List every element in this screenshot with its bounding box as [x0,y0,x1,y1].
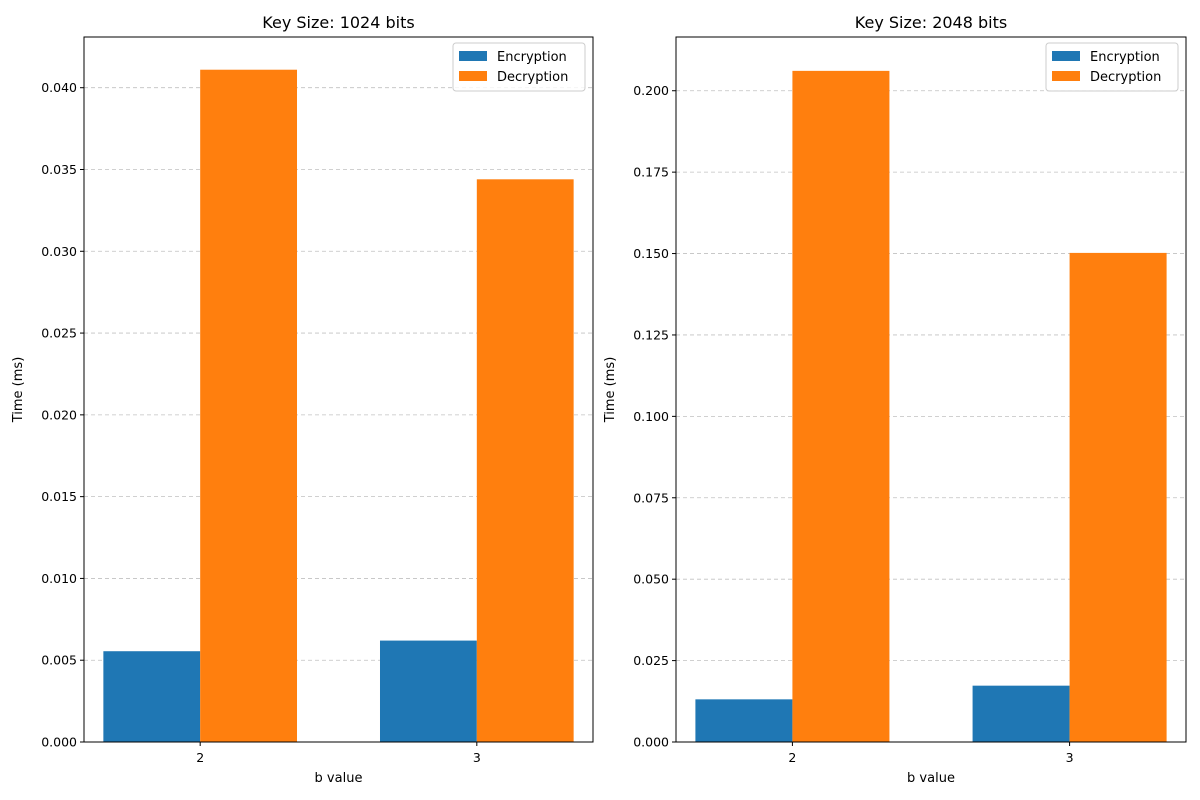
y-tick-label: 0.200 [633,83,669,98]
y-tick-label: 0.025 [633,653,669,668]
x-tick-label: 3 [1066,750,1074,765]
bar-decryption-b3 [1069,252,1167,743]
subplot-2: 0.000 0.025 0.050 0.075 0.100 0.125 0.150 0.175… [603,13,1187,786]
x-tick-label: 3 [473,750,481,765]
y-tick-label: 0.020 [41,407,77,422]
legend: Encryption Decryption [1045,42,1179,92]
y-tick-label: 0.040 [41,80,77,95]
bar-encryption-b2 [695,699,793,742]
bar-encryption-b2 [103,651,201,742]
bar-decryption-b3 [476,179,574,742]
y-tick-label: 0.015 [41,489,77,504]
subplot-1: 0.000 0.005 0.010 0.015 0.020 0.025 0.030 0.035… [11,13,594,786]
legend-swatch-decryption [1052,71,1080,81]
y-axis-label: Time (ms) [603,357,618,424]
y-tick-label: 0.000 [633,735,669,750]
bar-encryption-b3 [972,685,1070,742]
y-tick-label: 0.150 [633,246,669,261]
y-tick-label: 0.000 [41,735,77,750]
y-tick-label: 0.035 [41,162,77,177]
y-tick-label: 0.125 [633,327,669,342]
legend-swatch-decryption [459,71,487,81]
x-axis-label: b value [315,771,363,786]
bar-decryption-b2 [200,69,298,743]
y-axis-label: Time (ms) [11,357,26,424]
y-tick-label: 0.025 [41,326,77,341]
legend-label-decryption: Decryption [497,70,568,85]
y-tick-label: 0.030 [41,244,77,259]
legend-label-encryption: Encryption [497,50,567,65]
bar-encryption-b3 [379,640,477,742]
bar-decryption-b2 [792,70,890,743]
y-tick-label: 0.175 [633,165,669,180]
chart-title: Key Size: 1024 bits [262,13,414,32]
y-tick-label: 0.075 [633,490,669,505]
axes-frame [675,36,1187,743]
y-tick-label: 0.100 [633,409,669,424]
y-tick-label: 0.005 [41,653,77,668]
x-tick-label: 2 [788,750,796,765]
legend-swatch-encryption [1052,51,1080,61]
chart-title: Key Size: 2048 bits [855,13,1007,32]
y-tick-label: 0.010 [41,571,77,586]
legend-label-encryption: Encryption [1090,50,1160,65]
axes-frame [83,36,594,743]
legend-swatch-encryption [459,51,487,61]
legend: Encryption Decryption [452,42,586,92]
x-axis-label: b value [907,771,955,786]
y-tick-label: 0.050 [633,572,669,587]
x-tick-label: 2 [196,750,204,765]
legend-label-decryption: Decryption [1090,70,1161,85]
